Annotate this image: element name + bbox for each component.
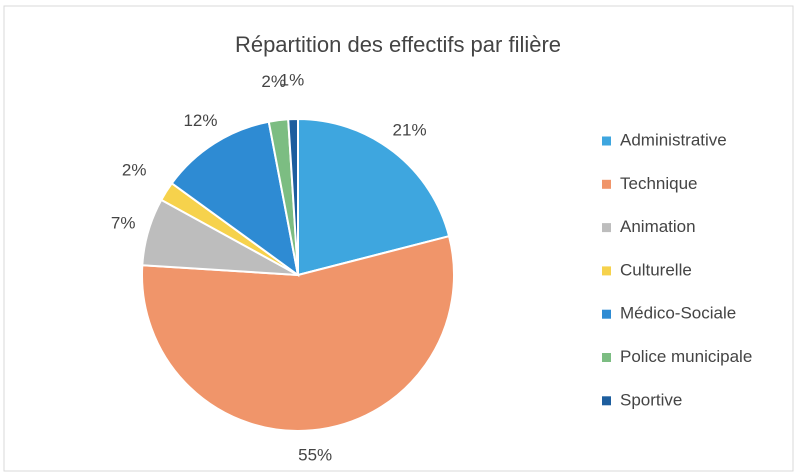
legend-swatch — [602, 266, 611, 276]
legend-swatch — [602, 396, 611, 406]
chart-title: Répartition des effectifs par filière — [235, 32, 561, 57]
legend-swatch — [602, 179, 611, 189]
legend-label: Administrative — [620, 130, 727, 149]
data-label: 2% — [261, 72, 286, 91]
pie-slice — [297, 117, 451, 277]
legend-label: Médico-Sociale — [620, 304, 736, 323]
data-label: 55% — [298, 446, 332, 465]
legend-swatch — [602, 136, 611, 146]
legend-label: Technique — [620, 174, 698, 193]
legend-label: Animation — [620, 217, 696, 236]
data-label: 2% — [122, 161, 147, 180]
legend-swatch — [602, 223, 611, 233]
data-label: 1% — [280, 71, 305, 90]
legend-label: Culturelle — [620, 260, 692, 279]
pie-slice — [287, 117, 299, 276]
legend-swatch — [602, 309, 611, 319]
data-label: 12% — [183, 111, 217, 130]
legend-label: Sportive — [620, 390, 682, 409]
pie-slice — [170, 120, 300, 278]
data-label: 7% — [111, 214, 136, 233]
data-label: 21% — [393, 121, 427, 140]
legend-label: Police municipale — [620, 347, 752, 366]
pie-slice — [141, 234, 455, 432]
legend-swatch — [602, 353, 611, 362]
